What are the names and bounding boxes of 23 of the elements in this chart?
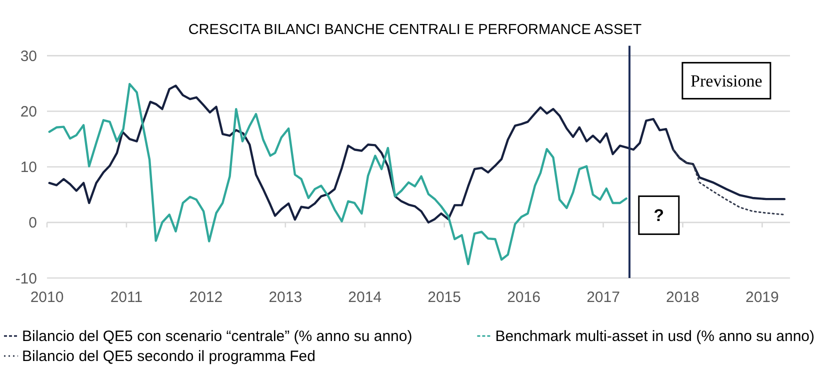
y-tick-label: -10 <box>15 270 37 288</box>
y-tick-label: 10 <box>20 159 37 176</box>
y-tick-label: 30 <box>20 48 37 65</box>
x-tick-label: 2010 <box>30 289 64 306</box>
line-series <box>48 82 628 266</box>
annotation: ? <box>654 206 664 226</box>
x-tick-label: 2011 <box>110 289 143 306</box>
legend-label: Bilancio del QE5 con scenario “centrale” (% anno su anno) <box>22 328 412 345</box>
x-tick-label: 2016 <box>507 289 540 306</box>
annotation: Previsione <box>690 72 762 91</box>
x-tick-label: 2017 <box>586 289 620 306</box>
legend-label: Benchmark multi-asset in usd (% anno su anno) <box>495 328 815 345</box>
chart-title: CRESCITA BILANCI BANCHE CENTRALI E PERFORMANCE ASSET <box>188 22 642 38</box>
legend-label: Bilancio del QE5 secondo il programma Fed <box>22 348 316 365</box>
x-tick-label: 2012 <box>189 289 223 306</box>
x-tick-label: 2013 <box>268 289 302 306</box>
x-tick-label: 2014 <box>348 289 382 306</box>
x-tick-label: 2019 <box>746 289 779 306</box>
x-tick-label: 2018 <box>666 289 700 306</box>
y-tick-label: 0 <box>28 214 37 232</box>
line-series <box>672 148 786 216</box>
y-tick-label: 20 <box>20 104 37 121</box>
x-tick-label: 2015 <box>428 289 462 306</box>
